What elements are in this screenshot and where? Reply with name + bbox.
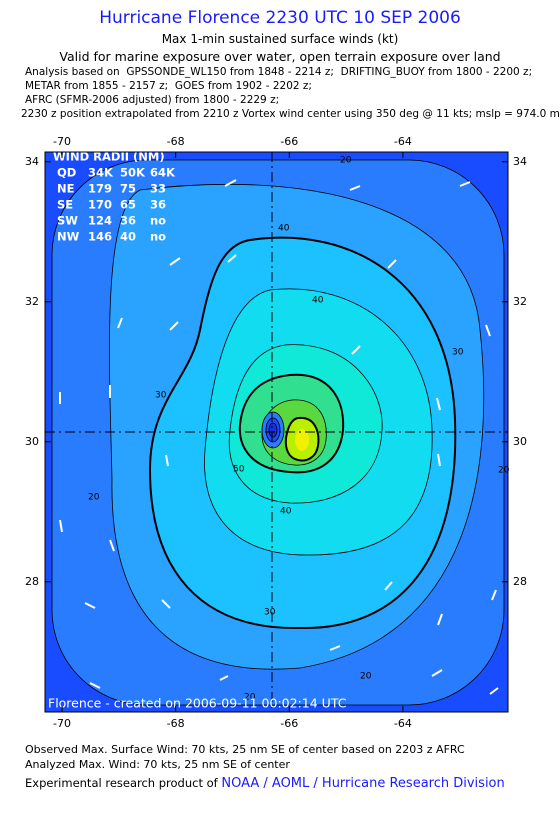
analysis-line: Analysis based on GPSSONDE_WL150 from 18… (25, 66, 533, 78)
wind-map: 20 20 30 40 40 30 20 40 50 30 20 20 WIND… (25, 135, 527, 730)
analyzed-max: Analyzed Max. Wind: 70 kts, 25 nm SE of … (25, 758, 290, 771)
contour-label: 30 (264, 608, 276, 618)
wind-radii-table: WIND RADII (NM) QD 34K 50K 64K NE 179 75 33 SE 17… (53, 150, 176, 244)
wind-barbs (59, 179, 499, 695)
wind-radii-cell: no (150, 214, 166, 228)
wind-radii-cell: 65 (120, 198, 136, 212)
validity: Valid for marine exposure over water, op… (59, 49, 501, 64)
contour-label: 40 (280, 507, 292, 517)
wind-radii-cell: 179 (88, 182, 112, 196)
y-tick-label: 28 (513, 575, 527, 588)
contour-label: 50 (233, 465, 245, 475)
contour-label: 40 (312, 296, 324, 306)
wind-radii-cell: NW (57, 230, 80, 244)
contour-label: 30 (452, 348, 464, 358)
map-frame (44, 151, 509, 713)
wind-radii-cell: SW (57, 214, 78, 228)
subtitle: Max 1-min sustained surface winds (kt) (161, 32, 399, 46)
contour-label: 30 (155, 391, 167, 401)
wind-radii-cell: NE (57, 182, 75, 196)
wind-radii-title: WIND RADII (NM) (53, 150, 165, 164)
contour-label: 20 (498, 466, 510, 476)
organization: NOAA / AOML / Hurricane Research Divisio… (221, 776, 505, 791)
title: Hurricane Florence 2230 UTC 10 SEP 2006 (99, 8, 461, 28)
x-tick-label: -70 (53, 717, 71, 730)
y-tick-label: 30 (25, 435, 39, 448)
y-tick-label: 32 (25, 295, 39, 308)
wind-radii-cell: 146 (88, 230, 112, 244)
contour-label: 40 (278, 224, 290, 234)
x-tick-label: -66 (280, 717, 298, 730)
wind-radii-cell: 33 (150, 182, 166, 196)
wind-radii-header: QD (57, 166, 76, 180)
wind-radii-header: 64K (150, 166, 176, 180)
contour-label: 20 (244, 693, 256, 703)
x-tick-label: -64 (394, 717, 412, 730)
contour-label: 20 (360, 672, 372, 682)
wind-radii-cell: no (150, 230, 166, 244)
wind-radii-cell: 36 (120, 214, 136, 228)
wind-radii-cell: 40 (120, 230, 136, 244)
analysis-line: AFRC (SFMR-2006 adjusted) from 1800 - 22… (25, 94, 280, 106)
y-tick-label: 34 (25, 155, 39, 168)
x-tick-label: -68 (167, 135, 185, 148)
contour-label: 20 (340, 156, 352, 166)
y-tick-label: 28 (25, 575, 39, 588)
y-tick-label: 30 (513, 435, 527, 448)
y-tick-label: 32 (513, 295, 527, 308)
x-tick-label: -70 (53, 135, 71, 148)
wind-radii-cell: 36 (150, 198, 166, 212)
wind-field (45, 152, 508, 712)
observed-max: Observed Max. Surface Wind: 70 kts, 25 n… (25, 743, 465, 756)
x-tick-label: -68 (167, 717, 185, 730)
credit: Florence - created on 2006-09-11 00:02:1… (48, 696, 347, 711)
analysis-line: 2230 z position extrapolated from 2210 z… (21, 108, 560, 120)
x-tick-label: -66 (280, 135, 298, 148)
wind-radii-cell: 124 (88, 214, 112, 228)
wind-radii-header: 50K (120, 166, 146, 180)
contour-label: 20 (88, 493, 100, 503)
wind-radii-cell: 170 (88, 198, 112, 212)
wind-radii-cell: 75 (120, 182, 136, 196)
x-tick-label: -64 (394, 135, 412, 148)
wind-radii-cell: SE (57, 198, 73, 212)
y-tick-label: 34 (513, 155, 527, 168)
product: Experimental research product of (25, 776, 218, 790)
contour-labels: 20 20 30 40 40 30 20 40 50 30 20 20 (88, 156, 510, 703)
center-cross (45, 152, 508, 712)
wind-radii-header: 34K (88, 166, 114, 180)
analysis-line: METAR from 1855 - 2157 z; GOES from 1902… (25, 80, 312, 92)
product-note: Experimental research product of NOAA / … (25, 776, 505, 791)
